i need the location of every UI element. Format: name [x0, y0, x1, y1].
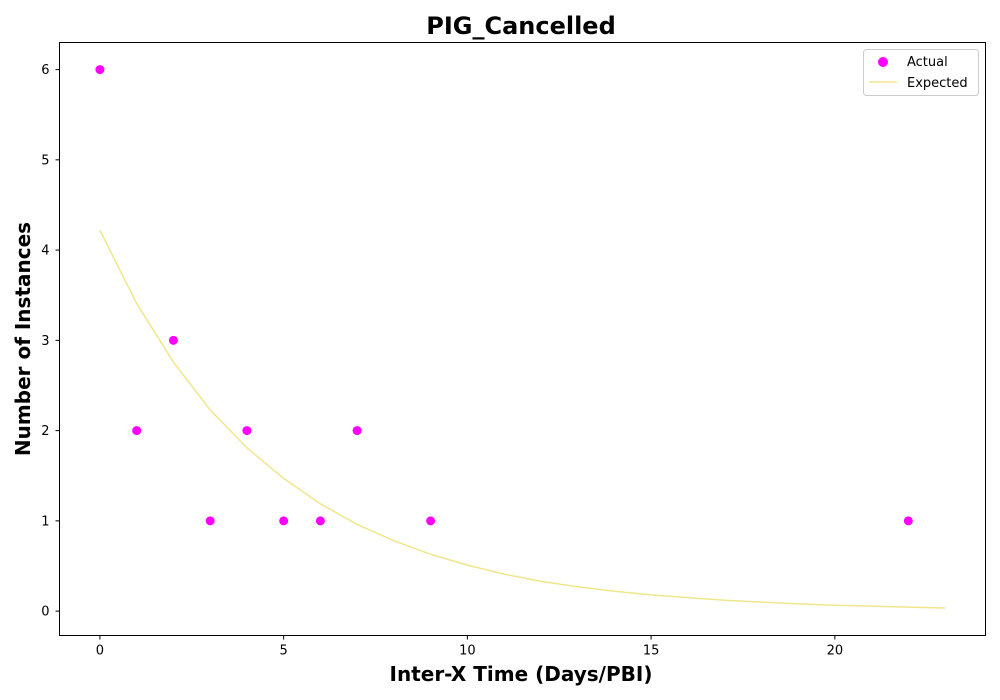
data-point-actual: [315, 516, 325, 526]
legend-box: [863, 49, 979, 96]
data-point-actual: [352, 426, 362, 436]
plot-area: [59, 42, 986, 636]
series-layer: [95, 65, 946, 609]
x-tick-label: 0: [96, 644, 104, 659]
chart-title: PIG_Cancelled: [426, 12, 616, 40]
x-axis: 0 5 10 15 20: [96, 635, 844, 659]
y-tick-label: 5: [41, 153, 49, 168]
data-point-actual: [242, 426, 252, 436]
data-point-actual: [132, 426, 142, 436]
y-tick-label: 0: [41, 605, 49, 620]
legend-label-expected: Expected: [907, 76, 968, 91]
y-tick-label: 1: [41, 514, 49, 529]
data-point-actual: [426, 516, 436, 526]
y-tick-label: 6: [41, 63, 49, 78]
x-tick-label: 10: [459, 644, 476, 659]
y-tick-label: 4: [41, 244, 49, 259]
data-point-actual: [168, 335, 178, 345]
y-axis-label: Number of Instances: [11, 222, 35, 456]
y-axis: 0 1 2 3 4 5 6: [41, 63, 60, 620]
x-tick-label: 20: [827, 644, 844, 659]
y-tick-label: 2: [41, 424, 49, 439]
data-point-actual: [903, 516, 913, 526]
legend-label-actual: Actual: [907, 55, 948, 70]
legend: Actual Expected: [863, 49, 979, 96]
legend-marker-actual: [878, 57, 888, 67]
x-tick-label: 15: [643, 644, 660, 659]
plot-frame: [59, 42, 986, 636]
x-tick-label: 5: [280, 644, 288, 659]
data-point-actual: [205, 516, 215, 526]
series-line-expected: [99, 229, 946, 609]
y-tick-label: 3: [41, 334, 49, 349]
data-point-actual: [279, 516, 289, 526]
data-point-actual: [95, 65, 105, 75]
x-axis-label: Inter-X Time (Days/PBI): [390, 662, 653, 686]
